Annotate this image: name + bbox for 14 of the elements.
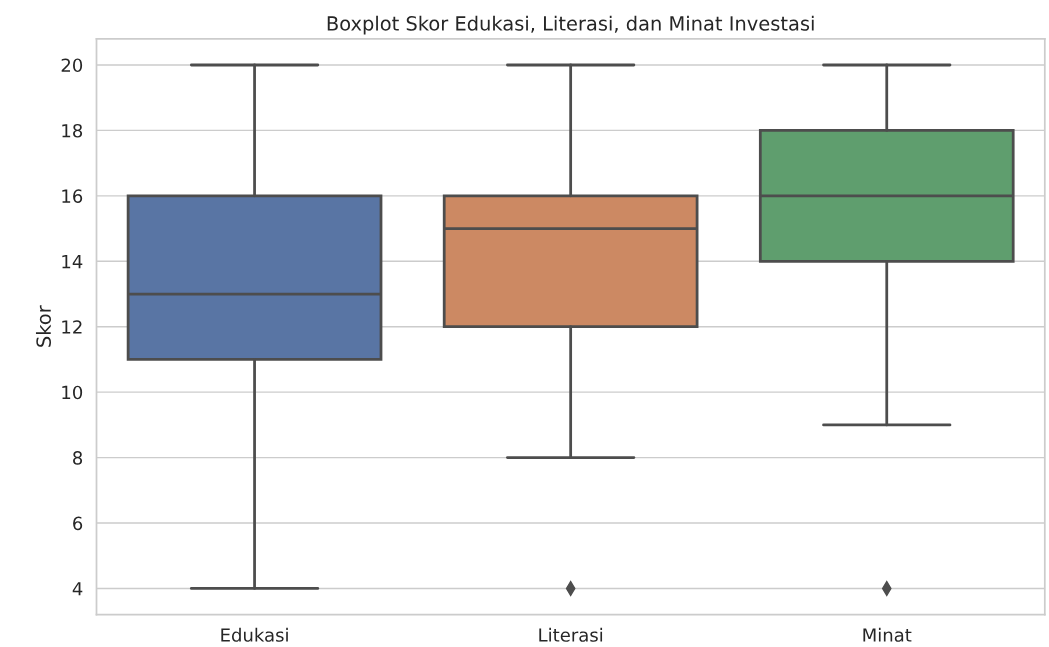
x-tick-label: Edukasi: [221, 627, 288, 642]
y-tick-label: 12: [62, 320, 82, 334]
y-tick-label: 4: [72, 582, 83, 596]
chart-title: Boxplot Skor Edukasi, Literasi, dan Minat Investasi: [327, 15, 814, 35]
y-axis-title: Skor: [35, 305, 52, 347]
x-tick-label: Literasi: [539, 627, 603, 642]
y-tick-label: 16: [62, 189, 83, 203]
y-tick-label: 18: [62, 123, 83, 138]
y-tick-label: 14: [62, 255, 83, 269]
y-tick-label: 8: [73, 451, 83, 465]
y-tick-label: 10: [62, 385, 83, 400]
y-tick-label: 6: [73, 516, 83, 531]
x-tick-label: Minat: [863, 627, 912, 642]
y-tick-label: 20: [61, 58, 83, 73]
